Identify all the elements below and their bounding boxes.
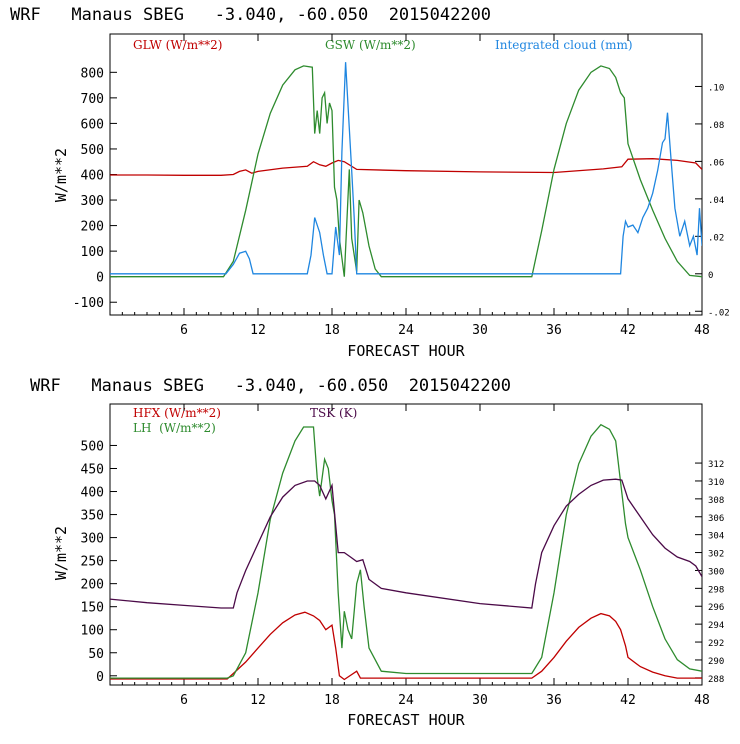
- y-tick-label: 800: [81, 66, 104, 81]
- y2-tick-label: 300: [708, 567, 724, 577]
- series-line-integrated: [110, 62, 702, 275]
- x-tick-label: 24: [398, 323, 414, 338]
- y2-tick-label: 294: [708, 621, 724, 631]
- x-tick-label: 6: [180, 693, 188, 708]
- y2-tick-label: 298: [708, 585, 724, 595]
- y2-tick-label: .04: [708, 196, 724, 206]
- y-tick-label: 100: [81, 245, 104, 260]
- y2-tick-label: 312: [708, 460, 724, 470]
- y2-tick-label: .02: [708, 233, 724, 243]
- y-tick-label: 250: [81, 555, 104, 570]
- y2-tick-label: 310: [708, 478, 724, 488]
- y2-tick-label: 302: [708, 550, 724, 560]
- y2-tick-label: 304: [708, 532, 724, 542]
- series-group: [110, 62, 702, 278]
- series-line-hfx: [110, 611, 702, 681]
- series-line-gsw: [110, 65, 702, 278]
- y2-tick-label: .06: [708, 158, 724, 168]
- axis-ticks: 6 12 18 24 30 36 42 48 -100 0 100 200 300 400 500 600 70…: [73, 34, 730, 338]
- x-tick-label: 42: [620, 323, 636, 338]
- x-tick-label: 48: [694, 693, 710, 708]
- x-axis-label: FORECAST HOUR: [347, 711, 465, 729]
- chart-radiation: WRF Manaus SBEG -3.040, -60.050 20150422…: [10, 5, 730, 360]
- legend-hfx: HFX (W/m**2): [133, 406, 221, 420]
- x-tick-label: 6: [180, 323, 188, 338]
- x-tick-label: 12: [250, 693, 266, 708]
- chart-fluxes: WRF Manaus SBEG -3.040, -60.050 20150422…: [30, 376, 724, 729]
- y-tick-label: 150: [81, 601, 104, 616]
- y-tick-label: -100: [73, 296, 104, 311]
- series-line-lh: [110, 423, 702, 679]
- y2-tick-label: .10: [708, 83, 724, 93]
- y-tick-label: 400: [81, 486, 104, 501]
- y2-tick-label: 306: [708, 514, 724, 524]
- y-axis-label: W/m**2: [52, 526, 70, 580]
- y-tick-label: 500: [81, 439, 104, 454]
- y-tick-label: 200: [81, 220, 104, 235]
- legend-cloud: Integrated cloud (mm): [495, 38, 633, 52]
- y2-tick-label: 292: [708, 639, 724, 649]
- y2-tick-label: -.02: [708, 308, 730, 318]
- y2-tick-label: 0: [708, 271, 713, 281]
- legend-lh: LH (W/m**2): [133, 421, 216, 435]
- x-tick-label: 12: [250, 323, 266, 338]
- axis-ticks: 6 12 18 24 30 36 42 48 0 50 100 150 200 250 300 350 400 4…: [81, 404, 724, 708]
- series-group: [110, 423, 702, 681]
- series-line-tsk: [110, 478, 702, 609]
- chart-title: WRF Manaus SBEG -3.040, -60.050 20150422…: [10, 5, 491, 25]
- x-tick-label: 30: [472, 323, 488, 338]
- x-tick-label: 24: [398, 693, 414, 708]
- y-tick-label: 500: [81, 143, 104, 158]
- x-tick-label: 18: [324, 693, 340, 708]
- series-line-glw: [110, 158, 702, 176]
- y-tick-label: 50: [88, 647, 104, 662]
- x-axis-label: FORECAST HOUR: [347, 342, 465, 360]
- legend-gsw: GSW (W/m**2): [325, 38, 416, 52]
- y2-tick-label: 296: [708, 603, 724, 613]
- legend-glw: GLW (W/m**2): [133, 38, 222, 52]
- plot-frame: [109, 33, 703, 316]
- plot-frame: [109, 403, 703, 686]
- x-tick-label: 36: [546, 693, 562, 708]
- y-tick-label: 700: [81, 92, 104, 107]
- x-tick-label: 48: [694, 323, 710, 338]
- y-tick-label: 0: [96, 271, 104, 286]
- y-tick-label: 300: [81, 532, 104, 547]
- legend-tsk: TSK (K): [310, 406, 357, 420]
- y-tick-label: 0: [96, 670, 104, 685]
- y2-tick-label: 290: [708, 657, 724, 667]
- chart-title: WRF Manaus SBEG -3.040, -60.050 20150422…: [30, 376, 511, 396]
- x-tick-label: 42: [620, 693, 636, 708]
- y-tick-label: 400: [81, 169, 104, 184]
- y-tick-label: 450: [81, 462, 104, 477]
- y-tick-label: 100: [81, 624, 104, 639]
- x-tick-label: 18: [324, 323, 340, 338]
- y-tick-label: 200: [81, 578, 104, 593]
- y-tick-label: 350: [81, 509, 104, 524]
- x-tick-label: 36: [546, 323, 562, 338]
- y-axis-label: W/m**2: [52, 148, 70, 202]
- y-tick-label: 300: [81, 194, 104, 209]
- y2-tick-label: 308: [708, 496, 724, 506]
- y2-tick-label: 288: [708, 675, 724, 685]
- y2-tick-label: .08: [708, 121, 724, 131]
- x-tick-label: 30: [472, 693, 488, 708]
- y-tick-label: 600: [81, 117, 104, 132]
